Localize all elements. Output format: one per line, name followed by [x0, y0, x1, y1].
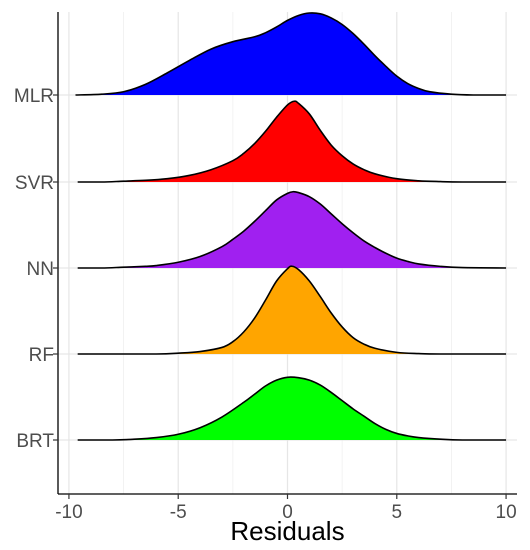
- ridge-nn: [77, 190, 507, 269]
- ridge-brt: [77, 376, 507, 441]
- ridge-outline-nn: [77, 190, 507, 269]
- ridge-fill-mlr: [75, 12, 507, 96]
- x-tick-label: 5: [391, 502, 402, 523]
- ridge-outline-mlr: [75, 12, 507, 96]
- ridge-fill-svr: [77, 101, 507, 182]
- y-tick-label-rf: RF: [29, 345, 54, 366]
- ridge-fill-nn: [77, 191, 507, 268]
- ridge-outline-brt: [77, 376, 507, 441]
- ridge-rf: [77, 265, 507, 355]
- x-tick-label: 10: [496, 502, 517, 523]
- x-tick-label: 0: [282, 502, 293, 523]
- y-tick-label-mlr: MLR: [14, 86, 54, 107]
- y-tick-label-svr: SVR: [15, 173, 54, 194]
- ridge-fill-rf: [77, 266, 507, 354]
- x-axis-title: Residuals: [230, 516, 344, 546]
- ridge-fill-brt: [77, 377, 507, 440]
- axes: -10 -5 0 5 10 MLR SVR NN RF BRT: [14, 12, 517, 523]
- y-tick-label-nn: NN: [27, 259, 54, 280]
- ridge-svr: [77, 100, 507, 183]
- ridge-outline-rf: [77, 265, 507, 355]
- x-tick-label: -5: [170, 502, 187, 523]
- series-group: [75, 12, 507, 441]
- ridge-mlr: [75, 12, 507, 96]
- ridge-outline-svr: [77, 100, 507, 183]
- x-tick-label: -10: [55, 502, 82, 523]
- y-tick-label-brt: BRT: [16, 431, 54, 452]
